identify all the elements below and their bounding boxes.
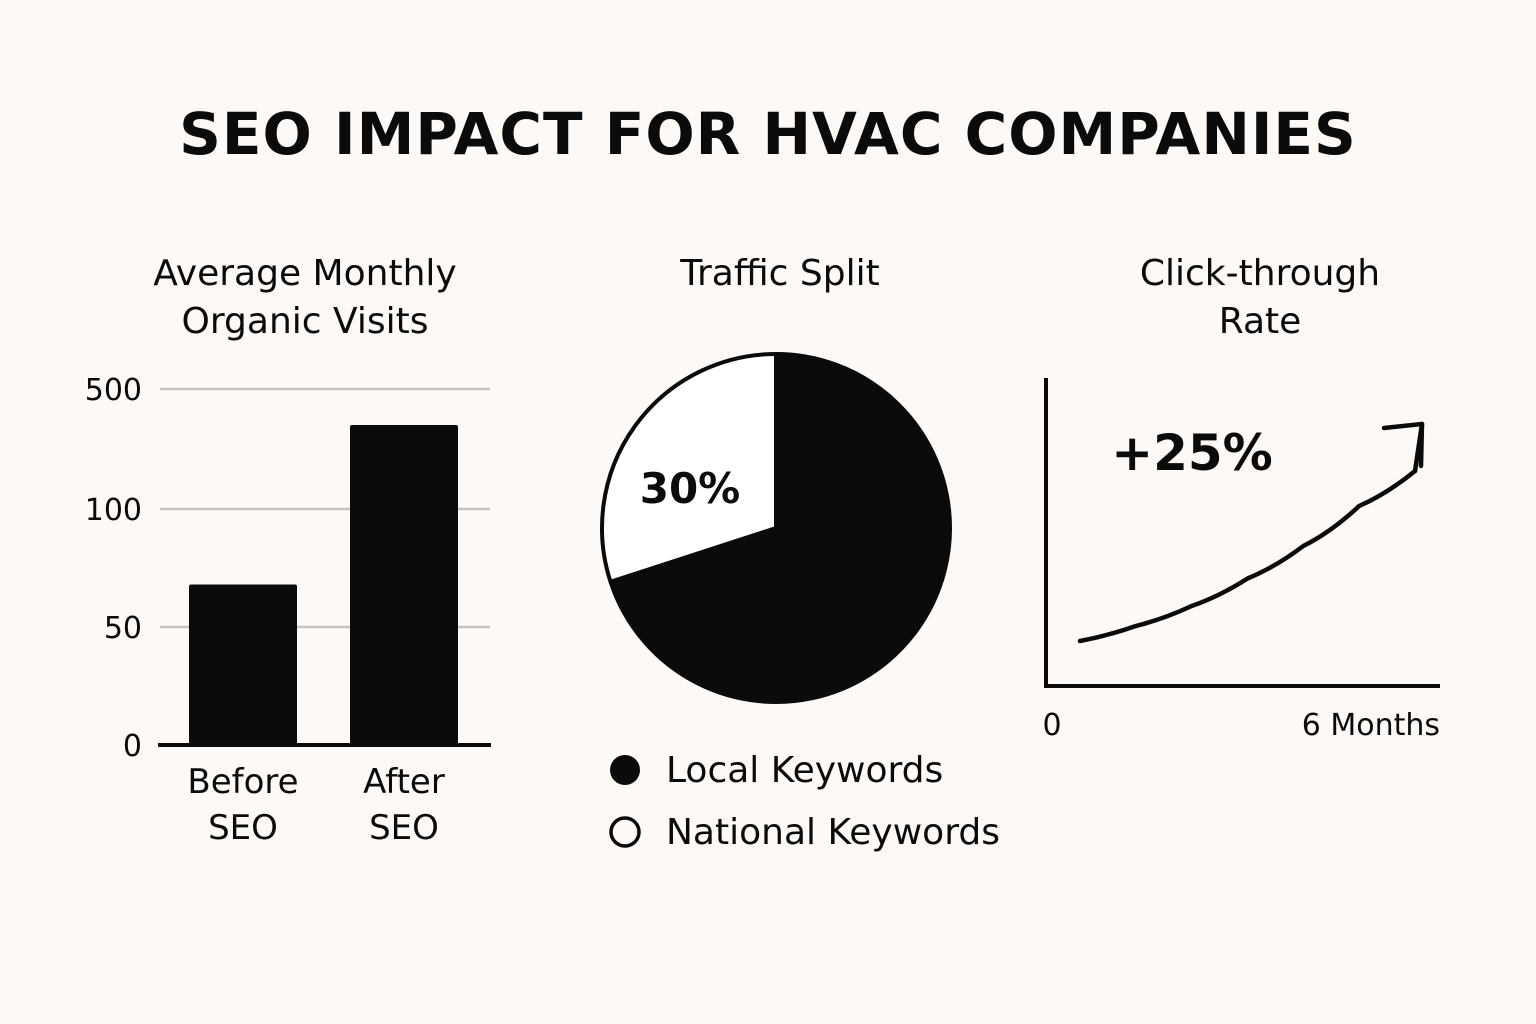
pie-slice-percent-label: 30% <box>640 464 741 513</box>
y-tick-label: 500 <box>85 373 142 408</box>
x-tick-label-start: 0 <box>1042 708 1061 743</box>
y-tick-label: 100 <box>85 493 142 528</box>
bar-chart-title-line-2: Organic Visits <box>181 301 429 342</box>
y-tick-label: 0 <box>123 729 142 764</box>
bar-chart-title-line-1: Average Monthly <box>153 253 457 294</box>
ctr-chart-title-line-2: Rate <box>1218 301 1302 342</box>
ctr-chart-title: Click-through Rate <box>1060 250 1460 346</box>
pie-chart-title-line-1: Traffic Split <box>680 253 880 294</box>
legend-label: National Keywords <box>666 812 1000 853</box>
ctr-trend-line <box>1077 468 1418 644</box>
bar-category-labels: Before SEO After SEO <box>187 762 444 848</box>
bars <box>189 425 458 745</box>
legend-marker-filled <box>610 755 640 785</box>
pie-slice-name-label: Keywords <box>718 610 867 646</box>
pie-slice-percent-label: 70% <box>817 511 910 560</box>
main-title: SEO IMPACT FOR HVAC COMPANIES <box>179 100 1357 168</box>
pie-slice <box>600 352 778 584</box>
pie-legend: Local Keywords National Keywords <box>609 750 1000 853</box>
bar <box>350 425 458 745</box>
legend-label: Local Keywords <box>666 750 943 791</box>
bar-y-ticks: 0 50 100 500 <box>85 373 142 764</box>
y-tick-label: 50 <box>104 611 142 646</box>
ctr-chart-title-line-1: Click-through <box>1139 253 1381 294</box>
pie-slices <box>600 352 952 704</box>
pie-chart-title: Traffic Split <box>580 250 980 298</box>
x-tick-label-end: 6 Months <box>1302 708 1440 743</box>
pie-slice <box>608 352 952 704</box>
category-label: After <box>363 762 445 802</box>
category-label: Before <box>187 762 298 802</box>
arrow-head-icon <box>1381 421 1425 469</box>
bar <box>189 584 297 745</box>
bar-chart-title: Average Monthly Organic Visits <box>100 250 510 346</box>
ctr-increase-annotation: +25% <box>1111 424 1273 482</box>
pie-slice-name-label: Local <box>783 570 863 606</box>
category-label: SEO <box>208 808 278 848</box>
category-label: SEO <box>369 808 439 848</box>
legend-marker-hollow <box>609 816 641 848</box>
